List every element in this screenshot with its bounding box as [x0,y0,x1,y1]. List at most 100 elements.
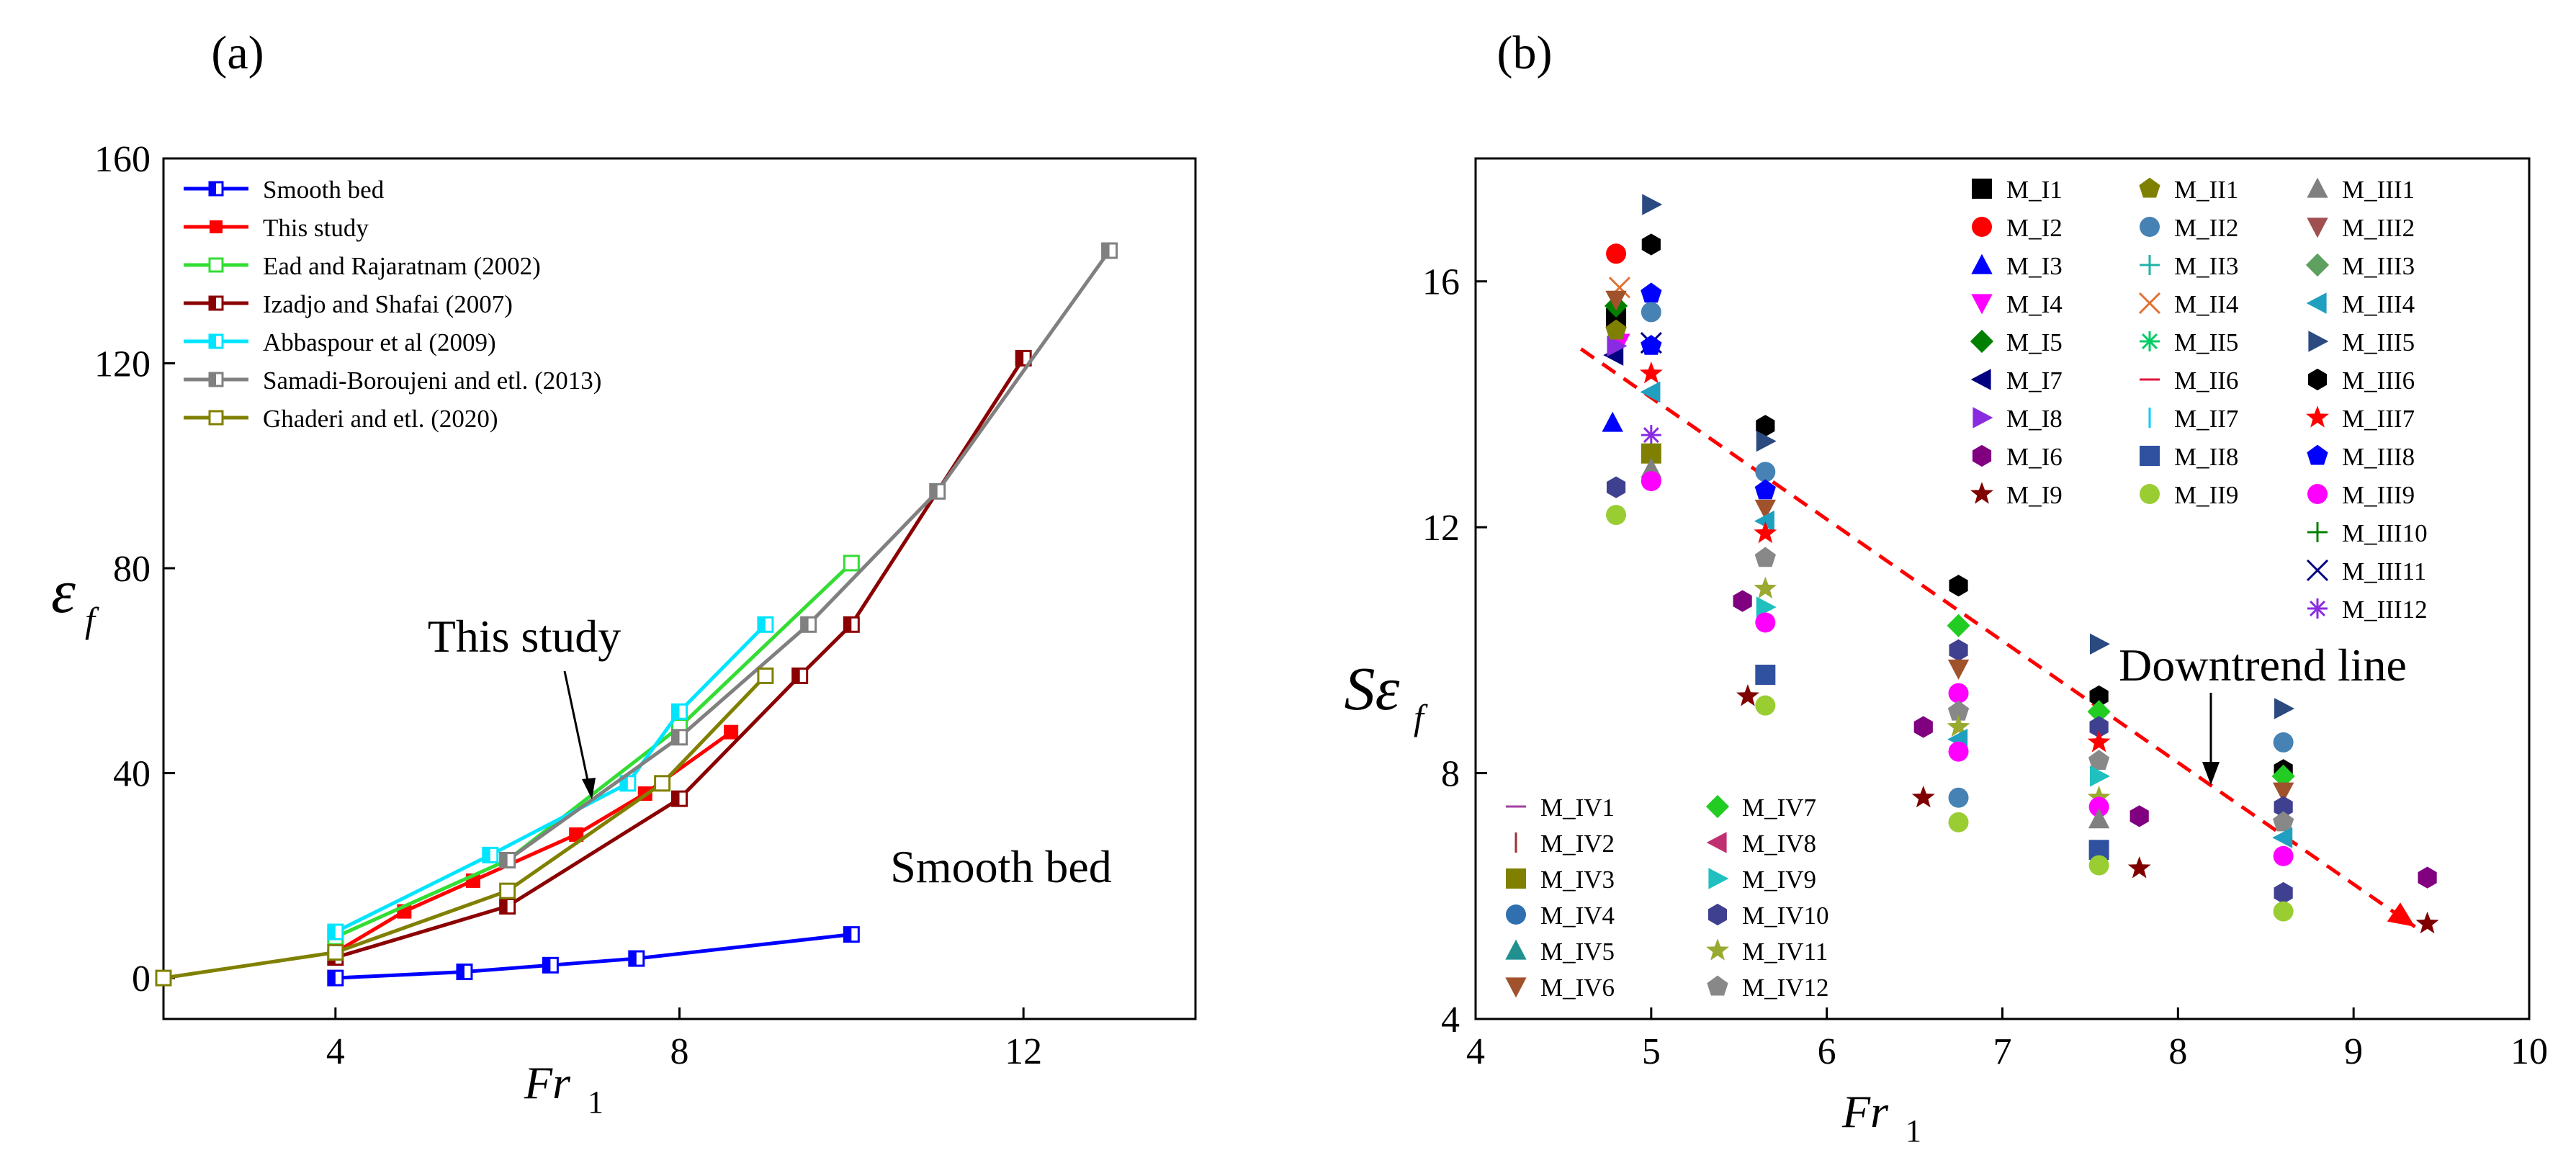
data-point [569,827,584,842]
legend-label: M_III4 [2342,290,2415,318]
legend-label: M_III1 [2342,176,2415,204]
point-m-iii7 [1754,521,1777,544]
downtrend-label: Downtrend line [2119,639,2407,691]
data-point [628,950,645,967]
legend-marker [1706,938,1729,961]
data-point [155,969,172,987]
a-ytick-label: 40 [113,754,151,795]
legend-marker [1970,369,1991,390]
legend-label: M_IV3 [1540,866,1615,894]
legend-label: Ead and Rajaratnam (2002) [263,252,541,280]
point-m-i9 [2127,856,2151,879]
point-m-iii8 [1641,334,1662,355]
point-m-ii9 [2273,901,2294,922]
legend-entry-m-i6: M_I6 [1972,443,2063,471]
downtrend-arrow-head [2202,762,2220,785]
legend-marker [1505,977,1527,998]
legend-marker [2306,559,2329,582]
legend-entry-samadi-boroujeni-and-etl-2013: Samadi-Boroujeni and etl. (2013) [184,367,601,395]
point-m-iv9 [1756,596,1777,618]
legend-entry-m-iii6: M_III6 [2307,367,2415,395]
point-m-ii9 [2088,855,2109,876]
legend-label: M_II5 [2174,328,2238,356]
panel-b-points [1602,194,2439,934]
legend-entry-m-iii10: M_III10 [2307,519,2428,547]
legend-entry-m-iv12: M_IV12 [1707,974,1829,1002]
legend-entry-m-i7: M_I7 [1970,367,2063,395]
legend-entry-m-iii11: M_III11 [2306,557,2426,585]
data-point [499,898,516,915]
legend-marker [2307,522,2328,542]
b-xtick-label: 9 [2344,1031,2363,1072]
legend-label: M_I8 [2006,405,2063,433]
b-xtick-label: 4 [1466,1031,1485,1072]
legend-label: M_III7 [2342,405,2415,433]
b-xtick-label: 8 [2168,1031,2187,1072]
point-m-iii7 [1639,361,1663,384]
legend-entry-m-ii5: M_II5 [2140,328,2238,356]
legend-marker [1970,482,1993,504]
point-m-iv10 [1606,476,1626,498]
panel-b-legend: M_I1 M_I2 M_I3 M_I4 M_I5 M_I7 M_I8 M_I6 M_I9 M_II… [1505,176,2428,1002]
point-m-iii5 [1756,430,1777,452]
point-m-iv7 [2271,764,2295,788]
legend-label: M_IV2 [1540,830,1615,858]
point-m-i8 [1607,335,1628,357]
legend-marker [2307,484,2328,504]
downtrend-annotation: Downtrend line [2119,639,2407,785]
point-m-iv10 [2089,716,2109,738]
point-m-iv9 [2090,765,2111,787]
legend-marker [1970,329,1994,354]
panel-b-xlabel: Fr [1841,1086,1889,1137]
point-m-iii4 [2272,827,2293,848]
b-ytick-label: 4 [1441,1000,1460,1041]
data-point [757,616,774,633]
data-point [671,729,688,746]
a-ytick-label: 0 [132,958,151,1000]
legend-marker [2140,217,2160,237]
legend-label: M_III2 [2342,214,2415,242]
legend-label: Smooth bed [263,176,385,204]
legend-label: M_III3 [2342,252,2415,280]
legend-entry-m-ii9: M_II9 [2140,481,2238,509]
legend-label: M_IV9 [1742,866,1816,894]
legend-label: M_II8 [2174,443,2238,471]
panel-a-xlabel: Fr [524,1057,571,1108]
panel-a-label: (a) [211,27,264,79]
legend-entry-m-i2: M_I2 [1972,214,2063,242]
panel-b-x-axis-title: Fr 1 [1841,1086,1921,1149]
a-xtick-label: 4 [326,1031,345,1072]
point-m-iii1 [2088,808,2110,829]
legend-entry-m-ii2: M_II2 [2140,214,2238,242]
legend-label: M_IV1 [1540,794,1615,822]
legend-entry-m-iii3: M_III3 [2305,252,2415,280]
trend-arrow-head [2387,902,2415,927]
legend-marker [1972,444,1992,467]
legend-marker [2140,331,2160,351]
point-m-i6 [2418,866,2437,889]
legend-marker [1707,903,1728,926]
legend-entry-m-iii1: M_III1 [2307,176,2415,204]
panel-a-series [155,242,1118,987]
a-ytick-label: 80 [113,549,151,590]
legend-label: M_IV5 [1540,938,1615,966]
legend-marker [1506,868,1526,889]
point-m-iii6 [1756,415,1775,437]
point-m-iii5 [2090,633,2111,655]
legend-entry-m-iv5: M_IV5 [1505,938,1615,966]
data-point [327,923,344,940]
point-m-iii6 [1641,233,1661,256]
legend-label: M_III6 [2342,367,2415,395]
point-m-iv11 [2087,785,2111,808]
series-line [335,357,1026,960]
legend-label: M_II1 [2174,176,2238,204]
panel-b-y-axis-title: Sε f [1345,654,1428,737]
legend-entry-m-ii3: M_II3 [2140,252,2238,280]
data-point [1101,242,1118,259]
legend-label: M_IV6 [1540,974,1615,1002]
point-m-iii9 [1641,471,1661,492]
legend-entry-m-i9: M_I9 [1970,481,2063,509]
legend-marker [1972,217,1992,237]
legend-marker [2307,177,2328,198]
